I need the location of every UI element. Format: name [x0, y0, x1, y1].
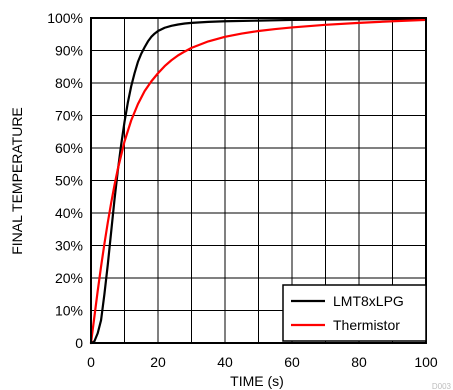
- y-tick-label: 70%: [55, 108, 83, 124]
- plot-frame: [90, 17, 427, 344]
- legend: LMT8xLPG Thermistor: [282, 284, 427, 342]
- grid: [91, 18, 426, 343]
- series-line-lmt8xlpg: [89, 17, 428, 345]
- x-tick-labels: 0 20 40 60 80 100: [87, 354, 438, 370]
- x-tick-label: 60: [284, 354, 300, 370]
- legend-box: [282, 284, 427, 342]
- y-tick-labels: 0 10% 20% 30% 40% 50% 60% 70% 80% 90% 100%: [47, 10, 83, 351]
- series-line-thermistor: [89, 18, 428, 345]
- y-tick-label: 20%: [55, 270, 83, 286]
- y-tick-label: 80%: [55, 75, 83, 91]
- x-tick-label: 40: [217, 354, 233, 370]
- y-tick-label: 60%: [55, 140, 83, 156]
- x-tick-label: 80: [351, 354, 367, 370]
- figure-id: D003: [432, 382, 452, 390]
- y-tick-label: 50%: [55, 173, 83, 189]
- x-tick-label: 0: [87, 354, 95, 370]
- x-axis-label: TIME (s): [230, 373, 284, 389]
- y-tick-label: 30%: [55, 238, 83, 254]
- x-tick-label: 100: [414, 354, 438, 370]
- series-lines: [89, 17, 428, 345]
- legend-label-lmt8xlpg: LMT8xLPG: [333, 293, 404, 309]
- y-tick-label: 100%: [47, 10, 83, 26]
- y-tick-label: 0: [75, 335, 83, 351]
- y-tick-label: 10%: [55, 303, 83, 319]
- legend-label-thermistor: Thermistor: [333, 317, 400, 333]
- y-tick-label: 40%: [55, 205, 83, 221]
- y-axis-label: FINAL TEMPERATURE: [9, 107, 25, 255]
- x-tick-label: 20: [150, 354, 166, 370]
- y-tick-label: 90%: [55, 43, 83, 59]
